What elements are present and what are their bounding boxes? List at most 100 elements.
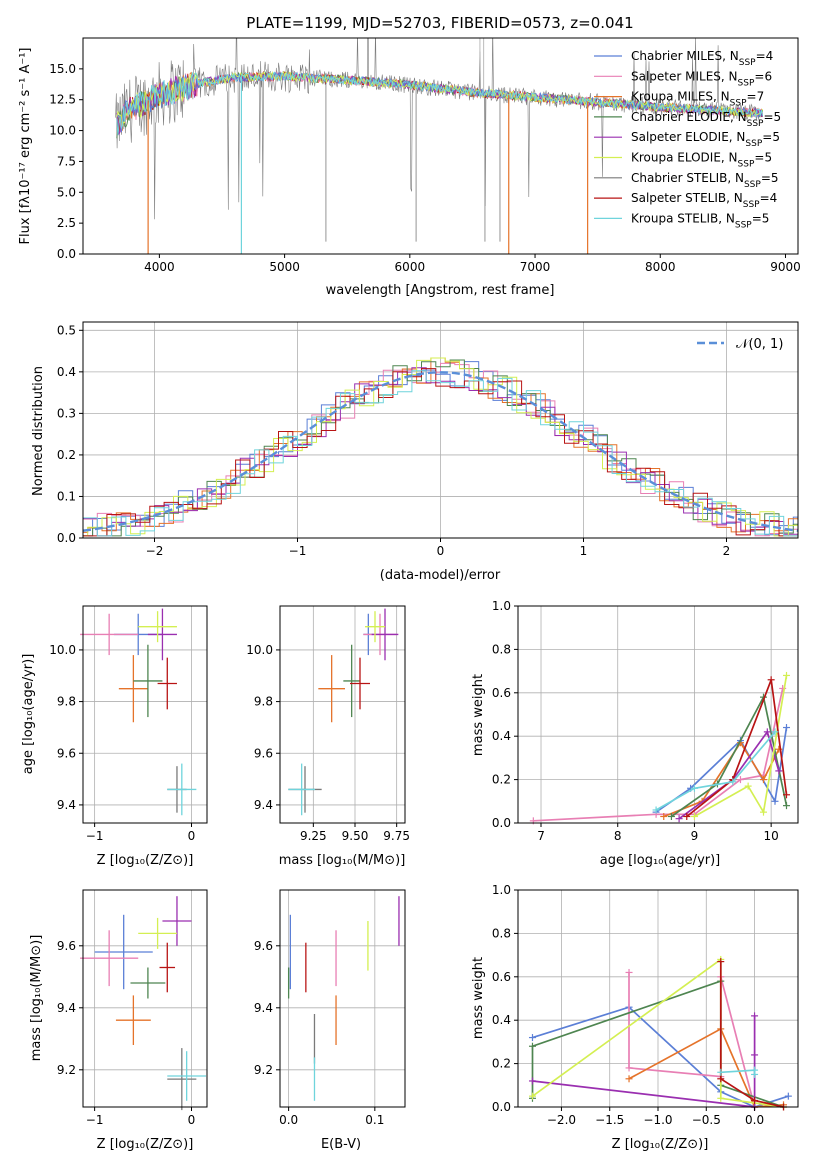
mass-vs-ebv-panel: 0.0 0.1 9.2 9.4 9.6	[254, 889, 406, 1127]
chabrier-elodie-weight-line	[670, 694, 788, 818]
x-tick-label: −1	[86, 1113, 104, 1127]
y-tick-label: 0.6	[492, 970, 511, 984]
normal-legend-label: 𝒩(0, 1)	[736, 337, 783, 352]
weight-z-ylabel: mass weight	[471, 957, 486, 1039]
legend-label-chabrier-miles: Chabrier MILES, NSSP=4	[631, 49, 773, 68]
x-tick-label: 5000	[269, 260, 300, 274]
mass-z-xlabel: Z [log₁₀(Z/Z⊙)]	[97, 1137, 194, 1152]
normal-curve	[82, 371, 799, 532]
x-tick-label: 2	[723, 544, 731, 558]
y-tick-label: 2.5	[57, 216, 76, 230]
y-tick-label: 9.2	[254, 1063, 273, 1077]
y-tick-label: 7.5	[57, 154, 76, 168]
y-tick-label: 0.0	[57, 247, 76, 261]
x-tick-label: 0.0	[745, 1113, 764, 1127]
spectrum-title: PLATE=1199, MJD=52703, FIBERID=0573, z=0…	[246, 14, 633, 32]
x-tick-label: −2.0	[547, 1113, 576, 1127]
weight-age-xlabel: age [log₁₀(age/yr)]	[600, 853, 721, 868]
age-z-xlabel: Z [log₁₀(Z/Z⊙)]	[97, 853, 194, 868]
y-tick-label: 9.4	[254, 1001, 273, 1015]
spectrum-traces	[115, 38, 764, 254]
y-tick-label: 9.6	[57, 939, 76, 953]
y-tick-label: 9.4	[57, 1001, 76, 1015]
legend-label-chabrier-stelib: Chabrier STELIB, NSSP=5	[631, 171, 779, 190]
salpeter-stelib-histogram	[83, 368, 798, 537]
salpeter-stelib-weight-line	[686, 679, 788, 818]
x-tick-label: −2	[146, 544, 164, 558]
y-tick-label: 0.0	[57, 531, 76, 545]
x-tick-label: 9	[691, 829, 699, 843]
x-tick-label: 9.50	[342, 829, 369, 843]
age-z-ylabel: age [log₁₀(age/yr)]	[21, 654, 36, 775]
x-tick-label: 0.1	[365, 1113, 384, 1127]
x-tick-label: 9.75	[383, 829, 410, 843]
x-tick-label: −1.0	[643, 1113, 672, 1127]
legend-label-salpeter-miles: Salpeter MILES, NSSP=6	[631, 69, 772, 88]
y-tick-label: 9.8	[57, 695, 76, 709]
y-tick-label: 0.5	[57, 323, 76, 337]
y-tick-label: 0.0	[492, 1100, 511, 1114]
axes-frame	[82, 605, 208, 824]
y-tick-label: 0.2	[57, 448, 76, 462]
kroupa-elodie-weight-line	[693, 675, 788, 818]
y-tick-label: 0.4	[492, 1013, 511, 1027]
x-tick-label: 8	[614, 829, 622, 843]
age-vs-mass-panel: 9.25 9.50 9.75 9.4 9.6 9.8 10.0	[246, 605, 410, 843]
legend-suffix: =5	[754, 151, 772, 165]
x-tick-label: 8000	[645, 260, 676, 274]
y-tick-label: 15.0	[49, 62, 76, 76]
weight-z-xlabel: Z [log₁₀(Z/Z⊙)]	[612, 1137, 709, 1152]
spectrum-panel: PLATE=1199, MJD=52703, FIBERID=0573, z=0…	[18, 14, 801, 298]
legend-suffix: =6	[754, 69, 772, 83]
salpeter-miles-weight-line	[628, 972, 756, 1108]
y-tick-label: 0.8	[492, 926, 511, 940]
y-tick-label: 9.6	[254, 939, 273, 953]
legend-suffix: =5	[762, 130, 780, 144]
x-tick-label: 9000	[770, 260, 801, 274]
legend-subscript: SSP	[744, 180, 761, 190]
axes-frame	[279, 605, 406, 824]
kroupa-stelib-weight-line	[655, 731, 776, 811]
axes-frame	[279, 889, 406, 1108]
y-tick-label: 1.0	[492, 599, 511, 613]
legend-suffix: =5	[761, 171, 779, 185]
kroupa-miles-weight-line	[628, 1027, 784, 1108]
y-tick-label: 5.0	[57, 185, 76, 199]
mass-vs-metallicity-panel: −1 0 9.2 9.4 9.6	[57, 889, 208, 1127]
age-mass-xlabel: mass [log₁₀(M/M⊙)]	[279, 853, 406, 868]
axes-frame	[517, 605, 799, 824]
y-tick-label: 10.0	[246, 643, 273, 657]
x-tick-label: 10	[764, 829, 779, 843]
y-tick-label: 9.4	[57, 798, 76, 812]
salpeter-miles-weight-line	[533, 688, 784, 822]
weight-vs-metallicity-panel: −2.0 −1.5 −1.0 −0.5 0.0 0.0 0.2 0.4 0.6 0.8 1.0	[492, 883, 799, 1127]
mass-z-ylabel: mass [log₁₀(M/M⊙)]	[29, 935, 44, 1062]
legend-suffix: =7	[747, 90, 765, 104]
x-tick-label: 7	[537, 829, 545, 843]
legend-suffix: =5	[752, 211, 770, 225]
axes-frame	[82, 37, 799, 255]
spectrum-xlabel: wavelength [Angstrom, rest frame]	[326, 283, 555, 298]
y-tick-label: 9.4	[254, 798, 273, 812]
salpeter-stelib-weight-line	[719, 961, 784, 1108]
legend-subscript: SSP	[738, 160, 755, 170]
x-tick-label: 0	[188, 829, 196, 843]
weight-age-ylabel: mass weight	[471, 674, 486, 756]
y-tick-label: 1.0	[492, 883, 511, 897]
x-tick-label: 7000	[520, 260, 551, 274]
x-tick-label: 1	[580, 544, 588, 558]
y-tick-label: 0.3	[57, 406, 76, 420]
legend-subscript: SSP	[730, 99, 747, 109]
x-tick-label: −0.5	[692, 1113, 721, 1127]
salpeter-elodie-weight-line	[532, 1015, 756, 1108]
legend-subscript: SSP	[745, 139, 762, 149]
legend-suffix: =5	[763, 110, 781, 124]
x-tick-label: 6000	[395, 260, 426, 274]
legend-subscript: SSP	[747, 119, 764, 129]
legend-suffix: =4	[756, 49, 774, 63]
chabrier-elodie-histogram	[83, 359, 798, 537]
x-tick-label: −1.5	[595, 1113, 624, 1127]
residual-grid	[83, 322, 798, 539]
